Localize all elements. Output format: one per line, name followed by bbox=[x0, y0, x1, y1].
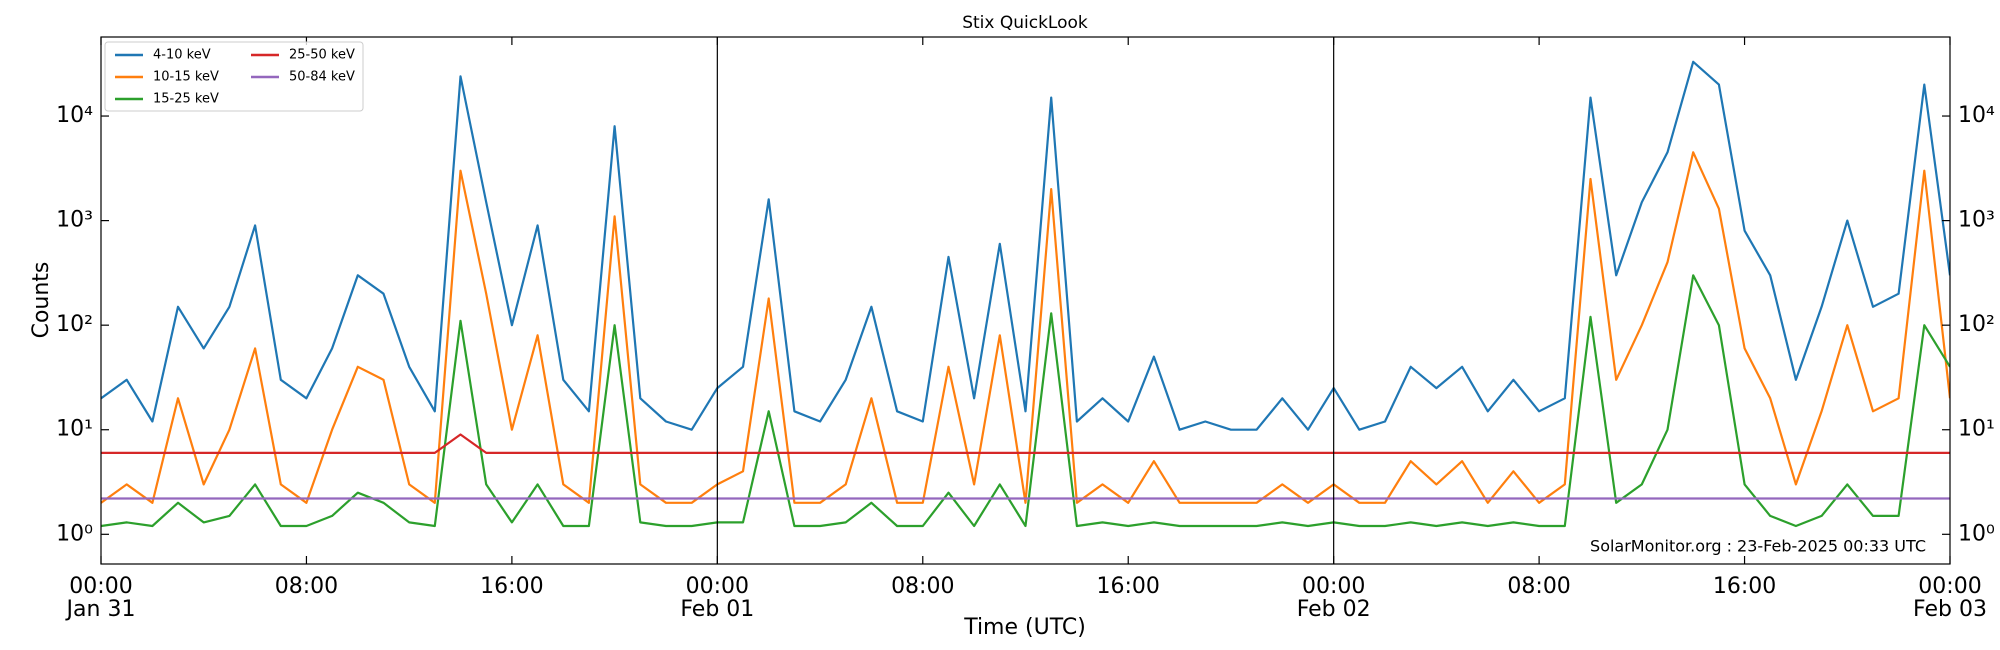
legend-box bbox=[104, 41, 364, 112]
x-tick-date: Jan 31 bbox=[65, 597, 136, 622]
x-tick-date: Feb 01 bbox=[680, 597, 754, 622]
x-tick-label: 08:00 bbox=[1507, 574, 1570, 599]
x-tick-label: 00:00 bbox=[686, 574, 749, 599]
y-tick-label: 10⁴ bbox=[56, 103, 93, 128]
annotation: SolarMonitor.org : 23-Feb-2025 00:33 UTC bbox=[1590, 537, 1926, 556]
x-tick-label: 16:00 bbox=[1713, 574, 1776, 599]
legend-label: 10-15 keV bbox=[153, 70, 219, 85]
series-line bbox=[101, 60, 1950, 431]
x-tick-label: 16:00 bbox=[1097, 574, 1160, 599]
chart-title: Stix QuickLook bbox=[962, 13, 1088, 33]
x-axis-label: Time (UTC) bbox=[963, 615, 1086, 640]
y-tick-label: 10² bbox=[56, 312, 93, 337]
legend-label: 4-10 keV bbox=[153, 48, 211, 63]
series-line bbox=[101, 433, 1950, 454]
x-tick-label: 00:00 bbox=[69, 574, 132, 599]
y-tick-label-right: 10³ bbox=[1958, 208, 1995, 233]
x-tick-label: 08:00 bbox=[891, 574, 954, 599]
series-line bbox=[101, 274, 1950, 528]
x-tick-date: Feb 03 bbox=[1913, 597, 1987, 622]
y-tick-label-right: 10⁰ bbox=[1958, 521, 1995, 546]
x-tick-date: Feb 02 bbox=[1297, 597, 1371, 622]
y-tick-label-right: 10¹ bbox=[1958, 417, 1995, 442]
legend-label: 15-25 keV bbox=[153, 92, 219, 107]
y-tick-label: 10⁰ bbox=[56, 521, 93, 546]
series-line bbox=[101, 151, 1950, 504]
y-axis-label: Counts bbox=[29, 262, 54, 339]
x-tick-label: 00:00 bbox=[1302, 574, 1365, 599]
plot-frame bbox=[100, 36, 1951, 565]
y-tick-label: 10¹ bbox=[56, 417, 93, 442]
legend-label: 25-50 keV bbox=[289, 48, 355, 63]
x-tick-label: 08:00 bbox=[275, 574, 338, 599]
y-tick-label: 10³ bbox=[56, 208, 93, 233]
y-tick-label-right: 10⁴ bbox=[1958, 103, 1995, 128]
y-tick-label-right: 10² bbox=[1958, 312, 1995, 337]
x-tick-label: 16:00 bbox=[480, 574, 543, 599]
legend-label: 50-84 keV bbox=[289, 70, 355, 85]
x-tick-label: 00:00 bbox=[1918, 574, 1981, 599]
series-group bbox=[101, 60, 1950, 528]
